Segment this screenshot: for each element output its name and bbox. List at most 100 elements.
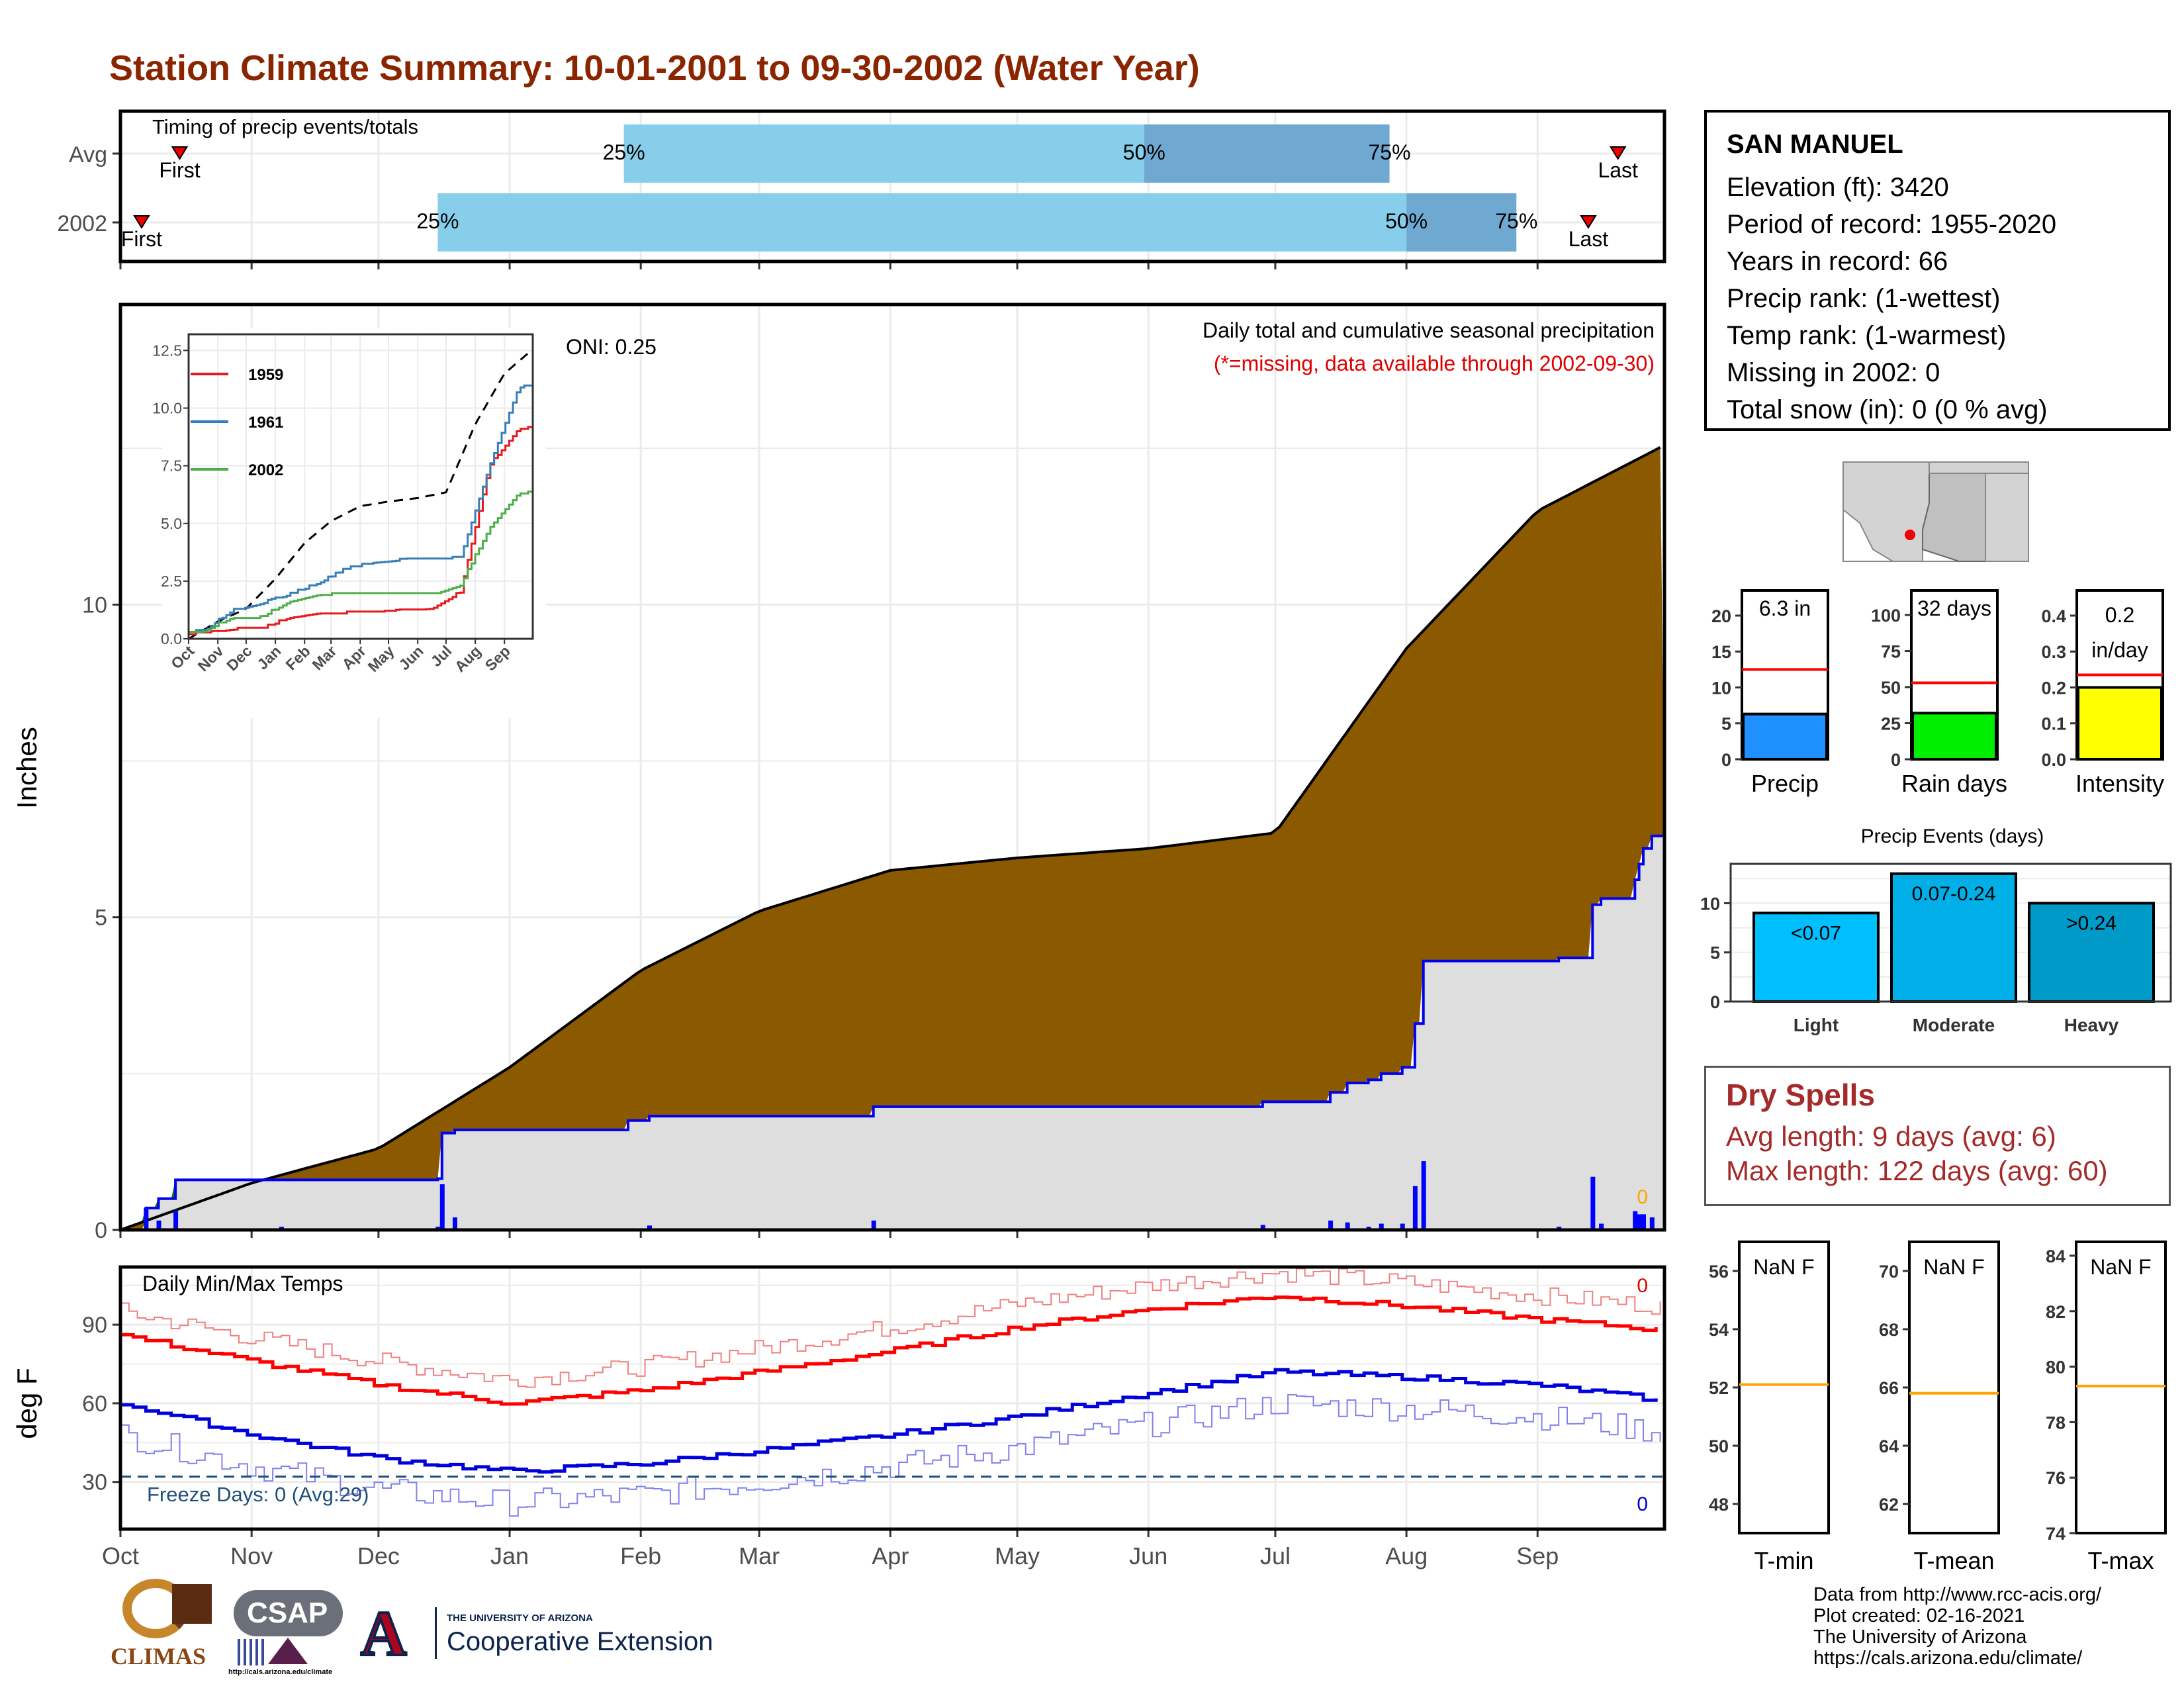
temp-gauge-tick-label: 54 — [1709, 1320, 1729, 1340]
gauge-fill — [1742, 712, 1828, 761]
gauge-tick-label: 50 — [1881, 678, 1901, 698]
inset-series-2002 — [187, 491, 532, 639]
month-label: Jul — [1260, 1542, 1291, 1570]
last-event-marker — [1580, 215, 1597, 229]
daily-precip-bar — [1379, 1223, 1384, 1230]
month-label: Feb — [620, 1542, 661, 1570]
inset-ytick-label: 12.5 — [152, 342, 182, 359]
footer-plot-created: Plot created: 02-16-2021 — [1813, 1605, 2025, 1626]
timing-panel-border — [118, 109, 1666, 263]
precip-panel-header: Daily total and cumulative seasonal prec… — [1203, 318, 1655, 342]
temp-yaxis-label: deg F — [11, 1368, 42, 1438]
inset-ytick-label: 5.0 — [161, 515, 182, 532]
events-bar-text: >0.24 — [2066, 912, 2116, 934]
temp-gauge-frame — [1738, 1241, 1830, 1534]
temp-ytick-label: 90 — [82, 1313, 107, 1338]
gauge-fill — [2077, 686, 2163, 761]
events-ytick-label: 10 — [1700, 894, 1720, 914]
events-bar-label: Heavy — [2064, 1015, 2119, 1035]
temp-gauge-tick-label: 50 — [1709, 1436, 1729, 1456]
coop-extension-text: Cooperative Extension — [447, 1627, 713, 1656]
temp-panel-title: Daily Min/Max Temps — [142, 1272, 343, 1295]
daily-precip-bar — [1637, 1214, 1642, 1230]
station-location-dot — [1905, 530, 1915, 540]
first-event-marker — [171, 146, 189, 160]
footer-data-source: Data from http://www.rcc-acis.org/ — [1813, 1584, 2102, 1605]
footer-url: https://cals.arizona.edu/climate/ — [1813, 1648, 2083, 1669]
temp-gauge-tick-label: 48 — [1709, 1495, 1729, 1515]
freeze-days-label: Freeze Days: 0 (Avg:29) — [147, 1483, 369, 1506]
gauge-tick-label: 75 — [1881, 642, 1901, 662]
gauge-tick-label: 0.4 — [2041, 606, 2066, 626]
page-title: Station Climate Summary: 10-01-2001 to 0… — [109, 48, 1200, 88]
daily-precip-bar — [1633, 1211, 1638, 1230]
gauge-label: Rain days — [1901, 770, 2007, 797]
events-ytick-label: 0 — [1710, 992, 1720, 1012]
precip-yaxis-label: Inches — [11, 727, 42, 809]
precip-ytick-label: 0 — [95, 1218, 107, 1243]
gauge-fill — [1911, 712, 1997, 761]
month-label: Sep — [1516, 1542, 1559, 1570]
timing-bar-25-50 — [437, 193, 1407, 252]
gauge-tick-label: 0 — [1721, 750, 1731, 770]
map-state-az — [1922, 473, 1986, 562]
missing-count-label: 0 — [1637, 1186, 1648, 1208]
events-bar-text: 0.07-0.24 — [1912, 883, 1996, 905]
gauge-tick-label: 10 — [1711, 678, 1731, 698]
daily-precip-bar — [1412, 1186, 1418, 1230]
events-ytick-label: 5 — [1710, 943, 1720, 963]
temp-gauge-frame — [1908, 1241, 2000, 1534]
month-label: Dec — [357, 1542, 400, 1570]
observed-cumulative-line — [120, 834, 1665, 1231]
csap-url: http://cals.arizona.edu/climate — [228, 1668, 333, 1676]
timing-pct50-label: 50% — [1123, 140, 1165, 164]
station-total-snow: Total snow (in): 0 (0 % avg) — [1727, 395, 2048, 424]
temp-gauge-value: NaN F — [1753, 1255, 1814, 1279]
inset-panel-border — [187, 333, 534, 640]
month-label: Jan — [490, 1542, 529, 1570]
gauge-tick-label: 0 — [1891, 750, 1901, 770]
inset-series-1959 — [187, 426, 532, 639]
csap-cloud — [234, 1590, 343, 1636]
temp-gauge-tick-label: 76 — [2046, 1468, 2066, 1488]
timing-bar-50-75 — [1144, 124, 1390, 183]
temp-gauge-tick-label: 70 — [1879, 1262, 1899, 1282]
temp-gauge-tick-label: 66 — [1879, 1378, 1899, 1398]
avg-max-temp-line — [120, 1295, 1658, 1406]
first-event-marker — [133, 215, 150, 229]
precip-observed-area — [120, 835, 1664, 1230]
daily-precip-bar — [871, 1220, 876, 1230]
inset-ytick-label: 10.0 — [152, 400, 182, 417]
csap-mountains — [268, 1638, 308, 1664]
daily-precip-bar — [1345, 1222, 1350, 1230]
gauge-value-unit: in/day — [2091, 638, 2148, 662]
daily-precip-bar — [452, 1217, 457, 1230]
record-min-temp-line — [120, 1394, 1661, 1517]
precip-ytick-label: 5 — [95, 906, 107, 931]
precip-deficit-area — [120, 447, 1664, 1230]
events-bar-light — [1752, 912, 1880, 1004]
inset-ytick-label: 2.5 — [161, 573, 182, 590]
events-panel-border — [1729, 863, 2172, 1003]
last-event-label: Last — [1598, 158, 1638, 182]
timing-row-label: 2002 — [57, 211, 107, 236]
temp-gauge-tick-label: 64 — [1879, 1436, 1899, 1456]
precip-panel-border — [118, 303, 1666, 1232]
climas-logo-text: CLIMAS — [111, 1643, 206, 1669]
station-precip-rank: Precip rank: (1-wettest) — [1727, 284, 2001, 313]
timing-pct75-label: 75% — [1495, 209, 1537, 233]
dry-spells-max: Max length: 122 days (avg: 60) — [1726, 1155, 2108, 1186]
temp-gauge-tick-label: 52 — [1709, 1378, 1729, 1398]
daily-precip-bar — [1590, 1176, 1596, 1230]
temp-gauge-label: T-mean — [1913, 1547, 1994, 1574]
gauge-value-text: 6.3 in — [1759, 596, 1811, 620]
dry-spells-box: Dry Spells Avg length: 9 days (avg: 6) M… — [1704, 1066, 2171, 1206]
daily-precip-bar — [647, 1225, 652, 1230]
footer-university: The University of Arizona — [1813, 1626, 2027, 1648]
gauge-tick-label: 0.0 — [2041, 750, 2066, 770]
temp-gauge-tick-label: 56 — [1709, 1262, 1729, 1282]
last-event-label: Last — [1569, 227, 1609, 251]
gauge-tick-label: 0.2 — [2041, 678, 2066, 698]
ua-name-small: THE UNIVERSITY OF ARIZONA — [447, 1613, 593, 1624]
normal-cumulative-line — [120, 446, 1661, 1231]
